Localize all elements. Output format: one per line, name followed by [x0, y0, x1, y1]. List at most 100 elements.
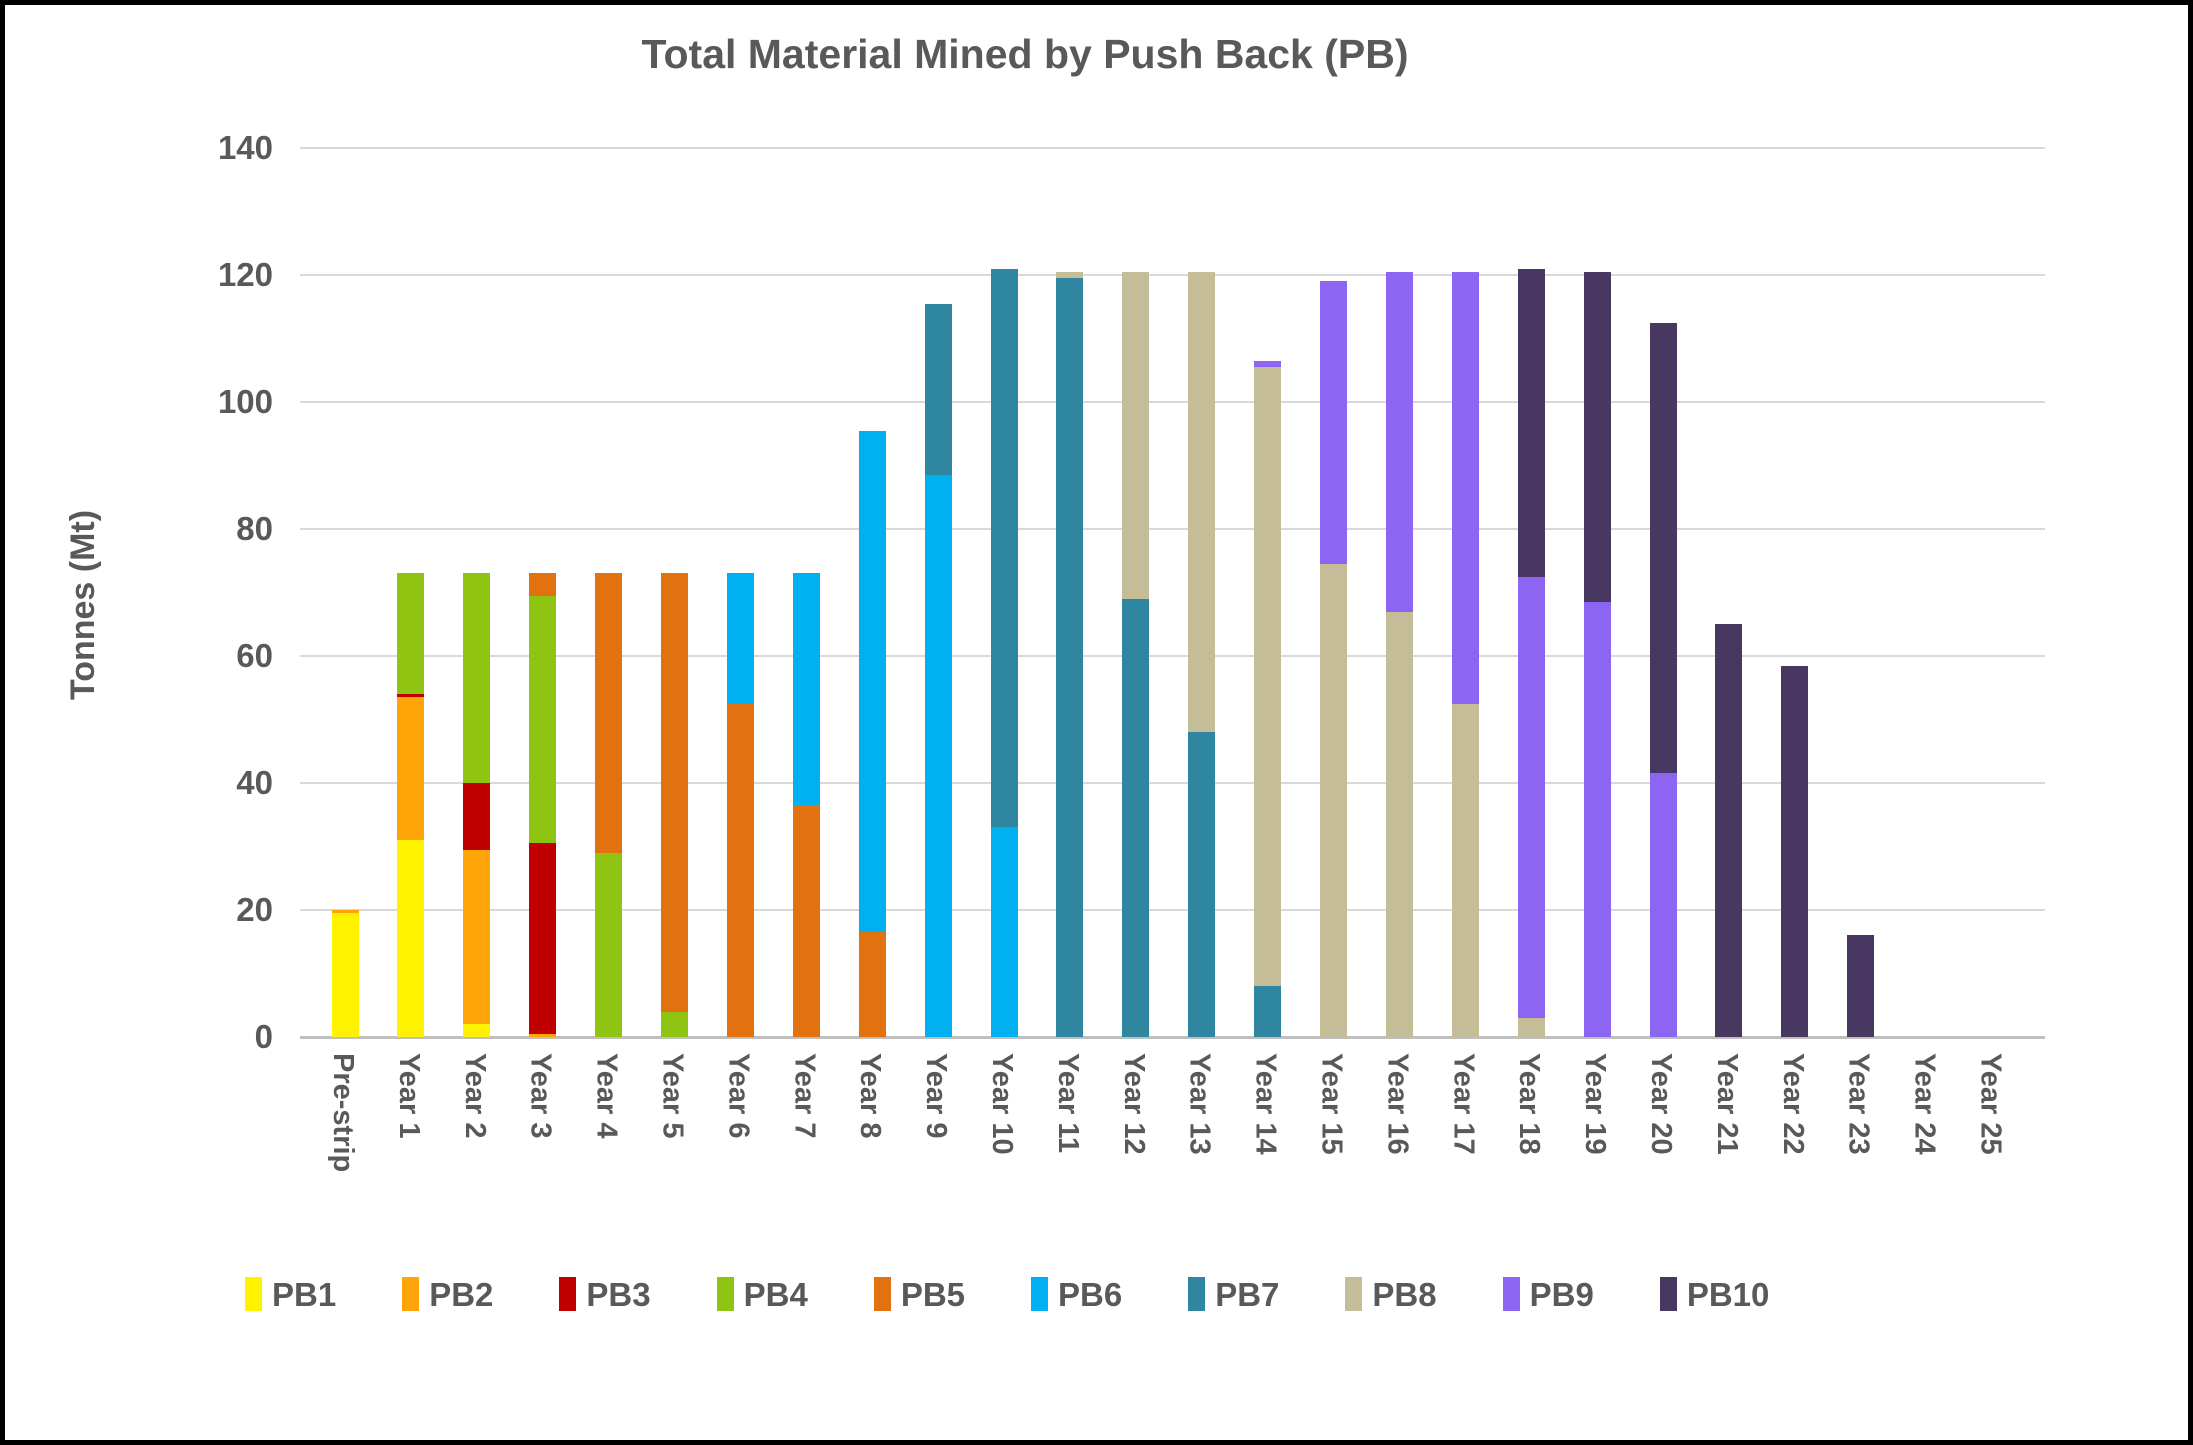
legend-label: PB7 — [1215, 1275, 1280, 1313]
x-axis-label: Year 5 — [656, 1053, 689, 1139]
bar-segment-PB8-year-18 — [1517, 1017, 1545, 1037]
bar-segment-PB8-year-11 — [1056, 271, 1084, 279]
gridline — [300, 401, 2045, 403]
legend-item-pb3: PB3 — [559, 1275, 651, 1313]
x-axis-label: Year 23 — [1842, 1053, 1875, 1155]
x-axis-label: Year 1 — [392, 1053, 425, 1139]
bar-segment-PB4-year-2 — [463, 573, 491, 783]
x-axis-label: Year 25 — [1974, 1053, 2007, 1155]
bar-segment-PB5-year-3 — [529, 573, 557, 596]
bar-segment-PB10-year-19 — [1583, 271, 1611, 602]
x-axis-label: Year 12 — [1117, 1053, 1150, 1155]
y-tick-label: 80 — [236, 510, 273, 547]
legend-item-pb6: PB6 — [1031, 1277, 1122, 1311]
legend-label: PB10 — [1686, 1275, 1770, 1313]
legend-item-pb5: PB5 — [873, 1277, 965, 1311]
legend-label: PB8 — [1372, 1275, 1437, 1313]
x-axis-label: Year 20 — [1645, 1053, 1677, 1155]
legend-label: PB9 — [1529, 1275, 1594, 1313]
x-axis-label: Year 19 — [1579, 1053, 1612, 1155]
bar-segment-PB2-pre-strip — [331, 910, 359, 914]
legend-item-pb10: PB10 — [1659, 1275, 1770, 1313]
bar-segment-PB9-year-14 — [1254, 360, 1282, 368]
x-axis-label: Year 9 — [920, 1053, 953, 1139]
legend-swatch-icon — [245, 1277, 262, 1311]
legend-swatch-icon — [402, 1277, 420, 1311]
x-axis-label: Year 21 — [1710, 1053, 1743, 1155]
legend-swatch-icon — [1659, 1277, 1677, 1311]
bar-segment-PB6-year-7 — [792, 573, 820, 806]
x-axis-label: Year 8 — [854, 1053, 887, 1139]
bar-segment-PB6-year-8 — [858, 430, 886, 933]
bar-segment-PB4-year-3 — [529, 595, 557, 844]
bar-segment-PB10-year-21 — [1715, 624, 1743, 1037]
bar-segment-PB1-year-2 — [463, 1024, 491, 1037]
gridline — [300, 528, 2045, 530]
bar-segment-PB6-year-6 — [726, 573, 754, 704]
bar-segment-PB9-year-17 — [1451, 271, 1479, 704]
bar-segment-PB10-year-23 — [1847, 935, 1875, 1037]
x-axis-label: Year 7 — [788, 1053, 821, 1139]
chart-title: Total Material Mined by Push Back (PB) — [641, 31, 1409, 77]
x-axis-label: Year 24 — [1908, 1053, 1941, 1155]
legend-swatch-icon — [1188, 1277, 1206, 1311]
bar-segment-PB2-year-2 — [463, 849, 491, 1025]
bar-segment-PB3-year-3 — [529, 843, 557, 1034]
legend-label: PB2 — [429, 1275, 494, 1313]
bar-segment-PB8-year-12 — [1122, 271, 1150, 599]
gridline — [300, 1036, 2045, 1039]
y-tick-label: 60 — [236, 637, 273, 674]
bar-segment-PB5-year-4 — [595, 573, 623, 853]
gridline — [300, 274, 2045, 276]
bar-segment-PB8-year-16 — [1385, 611, 1413, 1037]
bar-segment-PB9-year-20 — [1649, 773, 1677, 1037]
x-axis-label: Year 4 — [590, 1053, 623, 1139]
bar-segment-PB1-pre-strip — [331, 913, 359, 1037]
legend-item-pb2: PB2 — [402, 1277, 493, 1311]
bar-segment-PB9-year-18 — [1517, 576, 1545, 1018]
legend-item-pb7: PB7 — [1188, 1277, 1279, 1311]
bar-segment-PB7-year-9 — [924, 303, 952, 475]
bar-segment-PB2-year-1 — [397, 697, 425, 841]
bar-segment-PB5-year-6 — [726, 703, 754, 1037]
bar-segment-PB1-year-1 — [397, 840, 425, 1037]
bar-segment-PB10-year-18 — [1517, 268, 1545, 577]
bar-segment-PB5-year-5 — [661, 573, 688, 1012]
bar-segment-PB6-year-10 — [990, 827, 1018, 1037]
legend-swatch-icon — [1345, 1277, 1363, 1311]
x-axis-label: Year 16 — [1381, 1053, 1414, 1155]
x-axis-label: Year 11 — [1051, 1053, 1084, 1153]
legend-item-pb4: PB4 — [716, 1277, 808, 1311]
bar-segment-PB6-year-9 — [924, 475, 952, 1037]
bar-segment-PB7-year-10 — [990, 268, 1018, 828]
y-tick-label: 20 — [236, 891, 273, 928]
y-tick-label: 100 — [217, 383, 273, 420]
legend-swatch-icon — [559, 1277, 577, 1311]
legend: PB1 PB2 PB3 PB4 PB5 PB6 PB7 PB8 PB9 PB10 — [245, 1277, 2005, 1311]
bar-segment-PB5-year-7 — [792, 805, 820, 1037]
x-axis-label: Year 18 — [1513, 1053, 1546, 1155]
x-axis-label: Year 17 — [1447, 1053, 1480, 1155]
bar-segment-PB9-year-19 — [1583, 602, 1611, 1037]
legend-label: PB6 — [1058, 1275, 1123, 1313]
x-axis-label: Year 3 — [524, 1053, 557, 1139]
y-tick-label: 40 — [236, 764, 273, 801]
bar-segment-PB4-year-5 — [661, 1011, 688, 1037]
bar-segment-PB8-year-14 — [1254, 367, 1282, 987]
bar-segment-PB8-year-17 — [1451, 703, 1479, 1037]
legend-item-pb9: PB9 — [1502, 1275, 1594, 1313]
y-tick-label: 0 — [254, 1018, 273, 1055]
x-axis-label: Year 10 — [986, 1053, 1018, 1155]
bar-segment-PB7-year-11 — [1056, 278, 1084, 1037]
legend-swatch-icon — [716, 1277, 734, 1311]
bar-segment-PB10-year-22 — [1781, 665, 1809, 1037]
legend-label: PB3 — [586, 1275, 651, 1313]
bar-segment-PB8-year-15 — [1320, 563, 1347, 1037]
bar-segment-PB10-year-20 — [1649, 322, 1677, 774]
bar-segment-PB4-year-4 — [595, 852, 623, 1037]
x-axis-label: Year 15 — [1315, 1053, 1348, 1155]
bar-segment-PB3-year-2 — [463, 783, 491, 850]
x-axis-label: Year 13 — [1183, 1053, 1216, 1155]
x-axis-label: Year 14 — [1249, 1053, 1282, 1155]
